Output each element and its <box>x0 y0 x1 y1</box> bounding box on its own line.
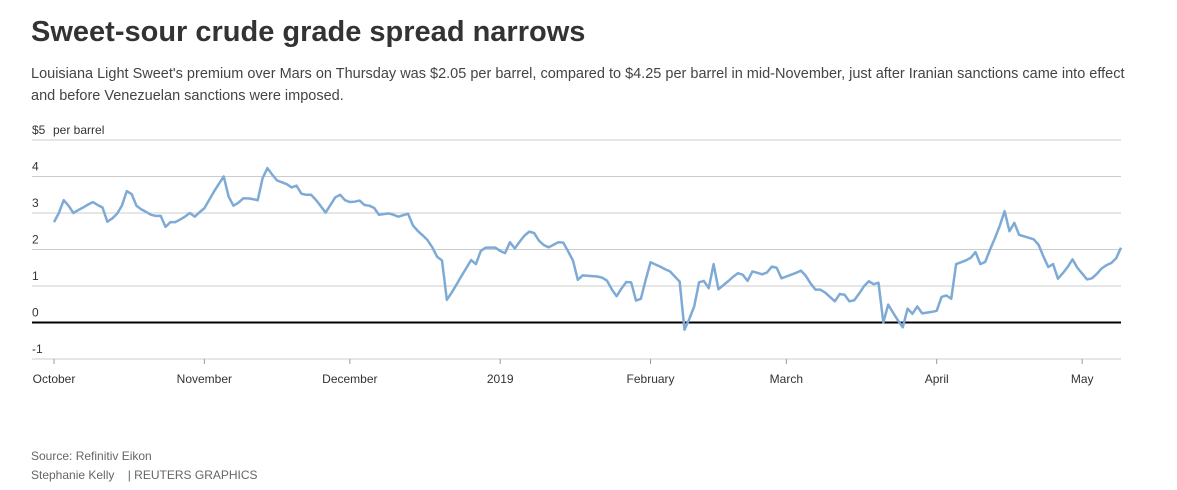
x-tick-label: February <box>627 372 675 386</box>
credit: Stephanie Kelly | REUTERS GRAPHICS <box>31 468 258 482</box>
chart-subtitle: Louisiana Light Sweet's premium over Mar… <box>31 66 1125 104</box>
x-tick-label: 2019 <box>487 372 514 386</box>
y-tick-label: 2 <box>32 233 39 247</box>
source: Source: Refinitiv Eikon <box>31 449 152 463</box>
y-tick-label: 4 <box>32 160 39 174</box>
chart: per barrel -1 0 1 2 3 4 $5 October November Decem… <box>32 123 1123 386</box>
x-tick-label: March <box>770 372 803 386</box>
y-tick-label: -1 <box>32 342 43 356</box>
data-line <box>52 166 1123 332</box>
x-tick-label: November <box>177 372 232 386</box>
x-tick-label: May <box>1071 372 1094 386</box>
publisher: | REUTERS GRAPHICS <box>127 468 258 482</box>
chart-title: Sweet-sour crude grade spread narrows <box>31 16 586 48</box>
x-tick-label: October <box>33 372 76 386</box>
author: Stephanie Kelly <box>31 468 115 482</box>
y-tick-label: 0 <box>32 306 39 320</box>
y-tick-label: 3 <box>32 196 39 210</box>
y-tick-label: 1 <box>32 269 39 283</box>
y-tick-label: $5 <box>32 123 46 137</box>
x-tick-label: April <box>925 372 949 386</box>
x-tick-label: December <box>322 372 377 386</box>
y-axis-unit: per barrel <box>53 123 104 137</box>
